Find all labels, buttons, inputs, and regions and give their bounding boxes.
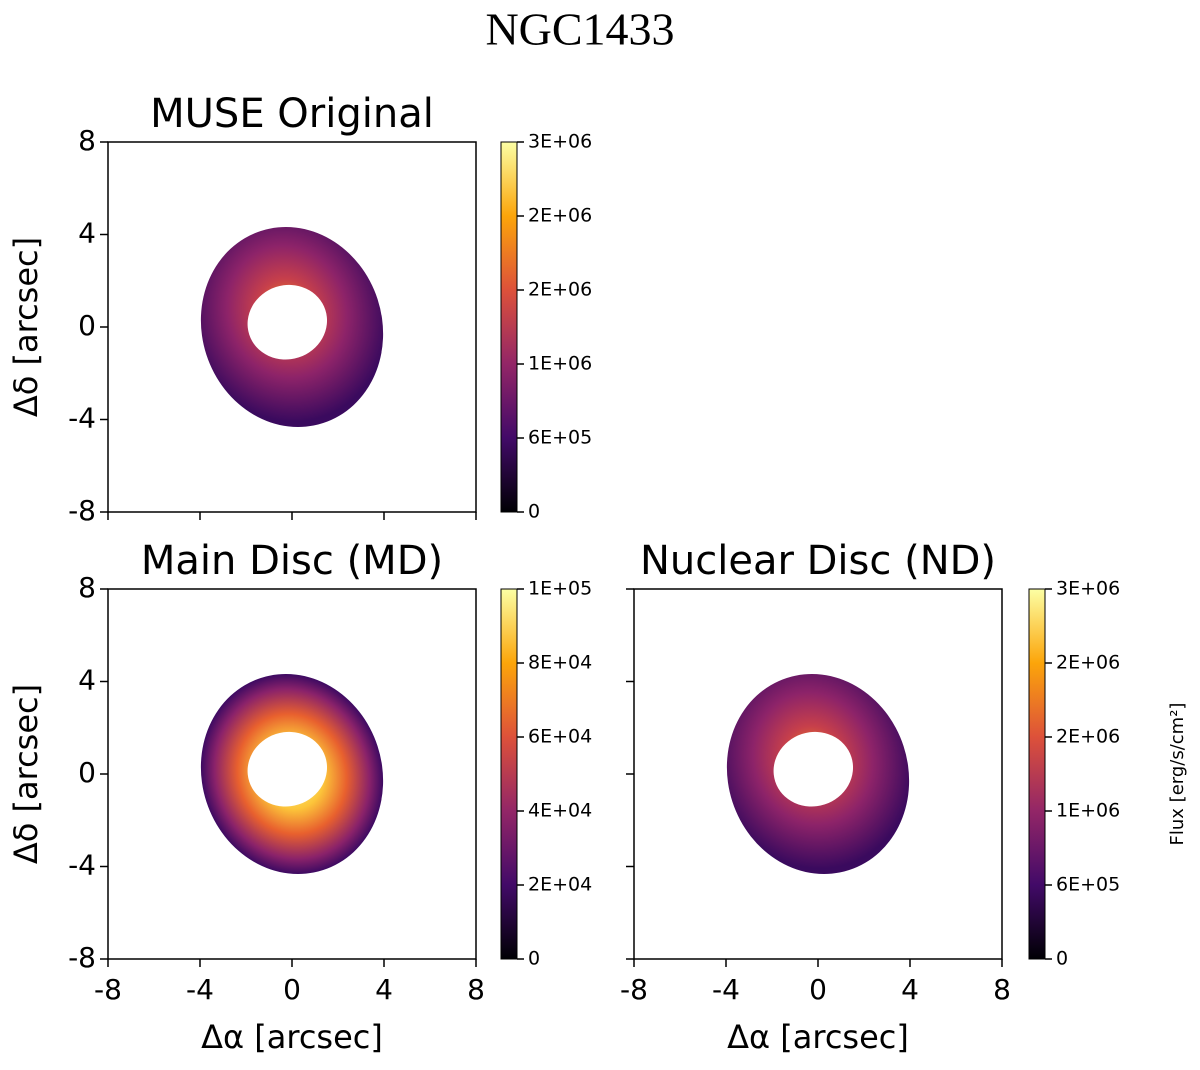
colorbar-tick-label: 1E+06 xyxy=(528,353,592,375)
colorbar-tick-label: 2E+06 xyxy=(528,205,592,227)
figure-title: NGC1433 xyxy=(485,4,674,55)
x-tick-label: 4 xyxy=(375,973,393,1006)
x-tick-label: -4 xyxy=(186,973,214,1006)
colorbar-tick-label: 8E+04 xyxy=(528,652,592,674)
colorbar-tick-label: 0 xyxy=(1056,948,1068,970)
axes-title: Main Disc (MD) xyxy=(141,538,443,584)
colorbar-tick-label: 6E+05 xyxy=(528,427,592,449)
colorbar-tick-label: 2E+04 xyxy=(528,874,592,896)
axes-title: MUSE Original xyxy=(150,91,434,137)
colorbar-tick-label: 2E+06 xyxy=(1056,726,1120,748)
y-tick-label: -4 xyxy=(68,849,96,882)
masked-center xyxy=(247,731,328,807)
x-tick-label: 0 xyxy=(809,973,827,1006)
image-map xyxy=(200,226,384,428)
y-tick-label: 0 xyxy=(78,309,96,342)
y-tick-label: -8 xyxy=(68,494,96,527)
colorbar-tick-label: 2E+06 xyxy=(1056,652,1120,674)
y-axis-label: Δδ [arcsec] xyxy=(7,684,45,864)
colorbar-label: Flux [erg/s/cm²] xyxy=(1167,703,1188,846)
x-tick-label: 8 xyxy=(993,973,1011,1006)
image-map xyxy=(200,673,384,875)
colorbar-tick-label: 2E+06 xyxy=(528,279,592,301)
colorbar-tick-label: 3E+06 xyxy=(528,131,592,153)
colorbar-tick-label: 0 xyxy=(528,948,540,970)
colorbar-tick-label: 1E+05 xyxy=(528,578,592,600)
image-map xyxy=(726,673,910,875)
y-tick-label: 4 xyxy=(78,217,96,250)
y-tick-label: 8 xyxy=(78,571,96,604)
colorbar-tick-label: 6E+04 xyxy=(528,726,592,748)
x-tick-label: 0 xyxy=(283,973,301,1006)
colorbar-tick-label: 4E+04 xyxy=(528,800,592,822)
y-tick-label: 4 xyxy=(78,664,96,697)
colorbar xyxy=(500,141,518,513)
y-tick-label: -4 xyxy=(68,402,96,435)
y-axis-label: Δδ [arcsec] xyxy=(7,237,45,417)
colorbar-tick-label: 6E+05 xyxy=(1056,874,1120,896)
masked-center xyxy=(247,284,328,360)
colorbar-tick-label: 0 xyxy=(528,501,540,523)
y-tick-label: -8 xyxy=(68,941,96,974)
y-tick-label: 8 xyxy=(78,124,96,157)
x-tick-label: -4 xyxy=(712,973,740,1006)
x-axis-label: Δα [arcsec] xyxy=(201,1018,383,1056)
x-tick-label: -8 xyxy=(620,973,648,1006)
colorbar xyxy=(500,588,518,960)
x-tick-label: 4 xyxy=(901,973,919,1006)
x-tick-label: 8 xyxy=(467,973,485,1006)
colorbar-tick-label: 3E+06 xyxy=(1056,578,1120,600)
axes-title: Nuclear Disc (ND) xyxy=(640,538,996,584)
masked-center xyxy=(773,731,854,807)
x-tick-label: -8 xyxy=(94,973,122,1006)
y-tick-label: 0 xyxy=(78,756,96,789)
colorbar-tick-label: 1E+06 xyxy=(1056,800,1120,822)
x-axis-label: Δα [arcsec] xyxy=(727,1018,909,1056)
colorbar xyxy=(1028,588,1046,960)
